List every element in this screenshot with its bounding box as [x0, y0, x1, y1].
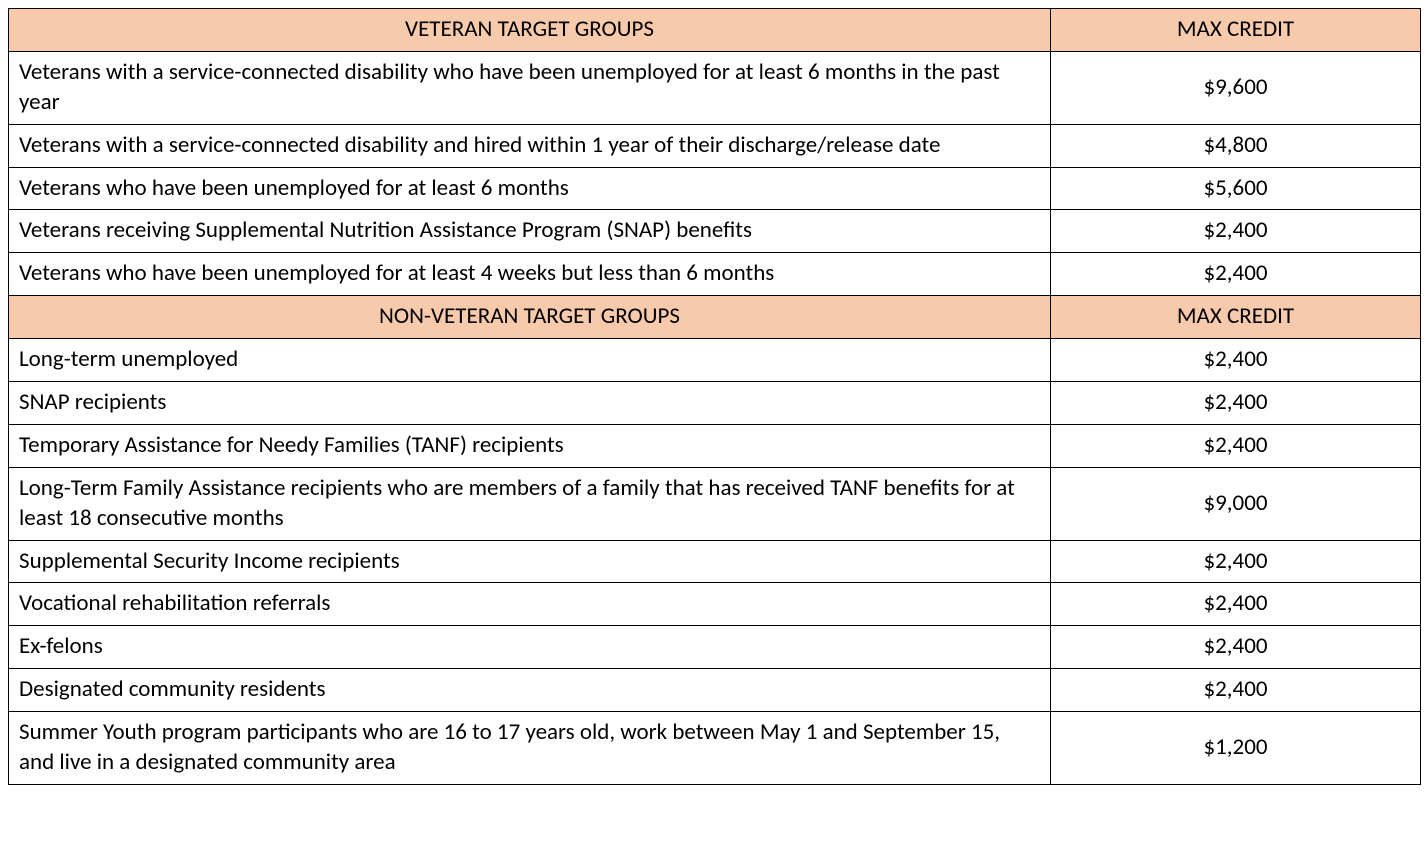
- group-cell: Veterans who have been unemployed for at…: [9, 167, 1051, 210]
- header-credit-label: MAX CREDIT: [1051, 296, 1421, 339]
- table-row: Supplemental Security Income recipients …: [9, 540, 1421, 583]
- credit-cell: $9,000: [1051, 467, 1421, 540]
- section-header-row: NON-VETERAN TARGET GROUPS MAX CREDIT: [9, 296, 1421, 339]
- group-cell: Long-term unemployed: [9, 339, 1051, 382]
- table-row: Veterans who have been unemployed for at…: [9, 253, 1421, 296]
- table-row: Veterans with a service-connected disabi…: [9, 51, 1421, 124]
- credit-cell: $2,400: [1051, 253, 1421, 296]
- credit-cell: $2,400: [1051, 626, 1421, 669]
- table-row: Vocational rehabilitation referrals $2,4…: [9, 583, 1421, 626]
- group-cell: Ex-felons: [9, 626, 1051, 669]
- credit-cell: $2,400: [1051, 540, 1421, 583]
- group-cell: Veterans with a service-connected disabi…: [9, 124, 1051, 167]
- credit-cell: $4,800: [1051, 124, 1421, 167]
- table-row: Veterans with a service-connected disabi…: [9, 124, 1421, 167]
- credit-cell: $2,400: [1051, 210, 1421, 253]
- table-row: Long-Term Family Assistance recipients w…: [9, 467, 1421, 540]
- credit-cell: $2,400: [1051, 339, 1421, 382]
- table-row: Veterans receiving Supplemental Nutritio…: [9, 210, 1421, 253]
- table-row: Designated community residents $2,400: [9, 669, 1421, 712]
- group-cell: SNAP recipients: [9, 382, 1051, 425]
- table-row: SNAP recipients $2,400: [9, 382, 1421, 425]
- credit-cell: $2,400: [1051, 382, 1421, 425]
- table-row: Veterans who have been unemployed for at…: [9, 167, 1421, 210]
- group-cell: Veterans who have been unemployed for at…: [9, 253, 1051, 296]
- group-cell: Temporary Assistance for Needy Families …: [9, 424, 1051, 467]
- group-cell: Vocational rehabilitation referrals: [9, 583, 1051, 626]
- table-row: Summer Youth program participants who ar…: [9, 712, 1421, 785]
- group-cell: Veterans with a service-connected disabi…: [9, 51, 1051, 124]
- section-header-row: VETERAN TARGET GROUPS MAX CREDIT: [9, 9, 1421, 52]
- credit-cell: $1,200: [1051, 712, 1421, 785]
- credit-table: VETERAN TARGET GROUPS MAX CREDIT Veteran…: [8, 8, 1421, 785]
- table-row: Temporary Assistance for Needy Families …: [9, 424, 1421, 467]
- header-credit-label: MAX CREDIT: [1051, 9, 1421, 52]
- group-cell: Long-Term Family Assistance recipients w…: [9, 467, 1051, 540]
- group-cell: Designated community residents: [9, 669, 1051, 712]
- credit-cell: $2,400: [1051, 669, 1421, 712]
- table-row: Long-term unemployed $2,400: [9, 339, 1421, 382]
- credit-cell: $5,600: [1051, 167, 1421, 210]
- credit-cell: $2,400: [1051, 583, 1421, 626]
- group-cell: Supplemental Security Income recipients: [9, 540, 1051, 583]
- table-row: Ex-felons $2,400: [9, 626, 1421, 669]
- group-cell: Veterans receiving Supplemental Nutritio…: [9, 210, 1051, 253]
- group-cell: Summer Youth program participants who ar…: [9, 712, 1051, 785]
- header-group-label: NON-VETERAN TARGET GROUPS: [9, 296, 1051, 339]
- table-body: VETERAN TARGET GROUPS MAX CREDIT Veteran…: [9, 9, 1421, 785]
- credit-cell: $9,600: [1051, 51, 1421, 124]
- credit-cell: $2,400: [1051, 424, 1421, 467]
- header-group-label: VETERAN TARGET GROUPS: [9, 9, 1051, 52]
